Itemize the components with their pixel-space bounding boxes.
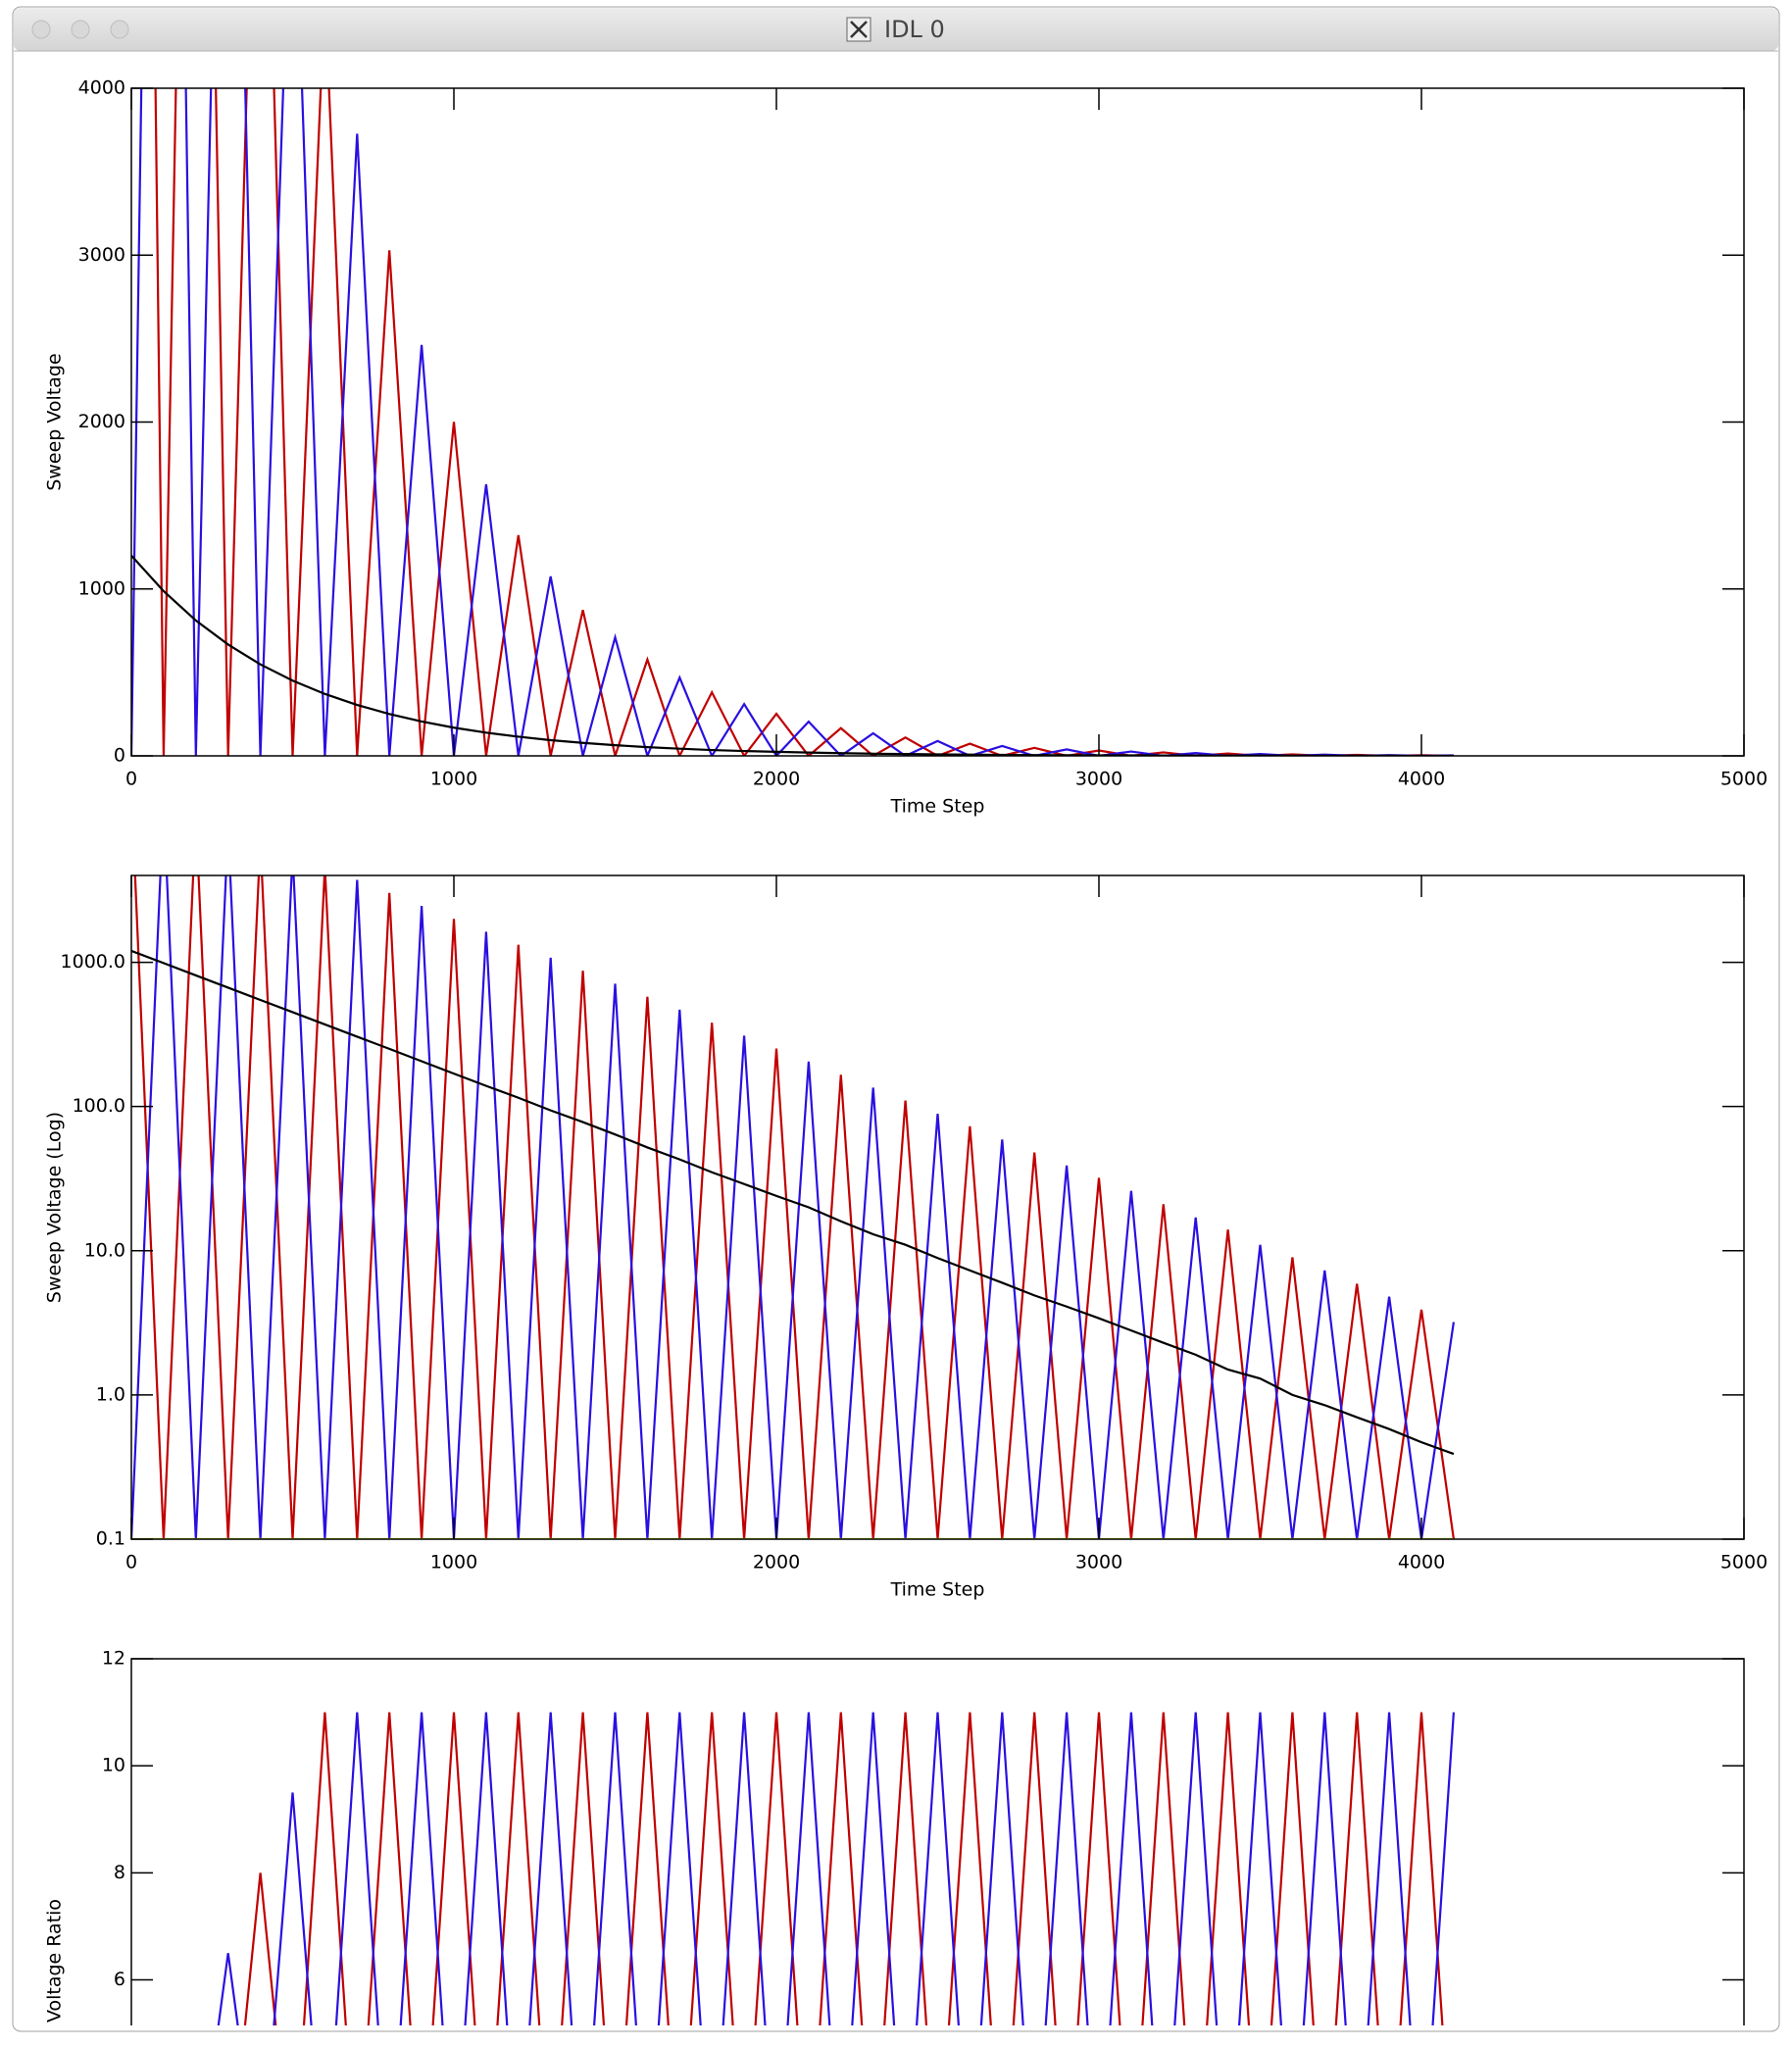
- chart: 6 8 10 12 Voltage Ratio: [44, 1648, 1745, 2025]
- x-tick-label: 0: [125, 769, 137, 790]
- chart: 0.1 1.0 10.0 100.0 1000.0 0 1000 2000 3000 4000 50…: [44, 874, 1767, 1601]
- close-button[interactable]: [31, 20, 51, 39]
- window-content: 0 1000 2000 3000 4000 0 1000 2000 3000 4000 5000 Ti…: [44, 77, 1768, 2025]
- series-line: [217, 1712, 1455, 2025]
- y-tick-label: 100.0: [73, 1095, 125, 1117]
- x-tick-label: 0: [125, 1552, 137, 1573]
- window-title: IDL 0: [884, 16, 945, 43]
- series-line: [131, 949, 1455, 1456]
- y-tick-label: 1.0: [96, 1383, 125, 1405]
- plot-area: [131, 875, 1455, 1539]
- minimize-button[interactable]: [71, 20, 90, 39]
- x11-icon: [846, 17, 871, 42]
- series-line: [154, 88, 1454, 756]
- y-axis-title: Sweep Voltage (Log): [44, 1112, 66, 1303]
- plot-area: [217, 1712, 1455, 2025]
- x-tick-label: 2000: [753, 1552, 800, 1573]
- y-tick-label: 1000.0: [61, 951, 125, 973]
- x-tick-label: 5000: [1720, 1552, 1767, 1573]
- zoom-button[interactable]: [110, 20, 129, 39]
- y-tick-label: 4000: [78, 77, 125, 99]
- x-axis-title: Time Step: [890, 796, 985, 818]
- y-tick-label: 6: [114, 1969, 125, 1990]
- x-tick-label: 2000: [753, 769, 800, 790]
- y-tick-label: 0: [114, 745, 125, 767]
- plot-frame: [130, 874, 1745, 1540]
- x-tick-label: 1000: [430, 1552, 477, 1573]
- window: [12, 6, 1780, 2032]
- chart: 0 1000 2000 3000 4000 0 1000 2000 3000 4000 5000 Ti…: [44, 77, 1768, 818]
- title-bar: [14, 8, 1778, 51]
- series-line: [131, 875, 1455, 1539]
- x-tick-label: 4000: [1398, 769, 1445, 790]
- x-axis-title: Time Step: [890, 1579, 985, 1601]
- y-tick-label: 1000: [78, 577, 125, 599]
- x-tick-label: 3000: [1075, 1552, 1122, 1573]
- y-tick-label: 2000: [78, 411, 125, 432]
- x-tick-label: 5000: [1720, 769, 1767, 790]
- y-axis-title: Voltage Ratio: [44, 1899, 66, 2022]
- y-tick-label: 8: [114, 1862, 125, 1883]
- x-tick-label: 1000: [430, 769, 477, 790]
- y-tick-label: 0.1: [96, 1528, 125, 1550]
- y-tick-label: 10: [102, 1755, 125, 1776]
- y-axis-title: Sweep Voltage: [44, 353, 66, 490]
- y-tick-label: 12: [102, 1648, 125, 1670]
- y-tick-label: 3000: [78, 244, 125, 266]
- x-tick-label: 4000: [1398, 1552, 1445, 1573]
- x-tick-label: 3000: [1075, 769, 1122, 790]
- y-tick-label: 10.0: [84, 1239, 125, 1261]
